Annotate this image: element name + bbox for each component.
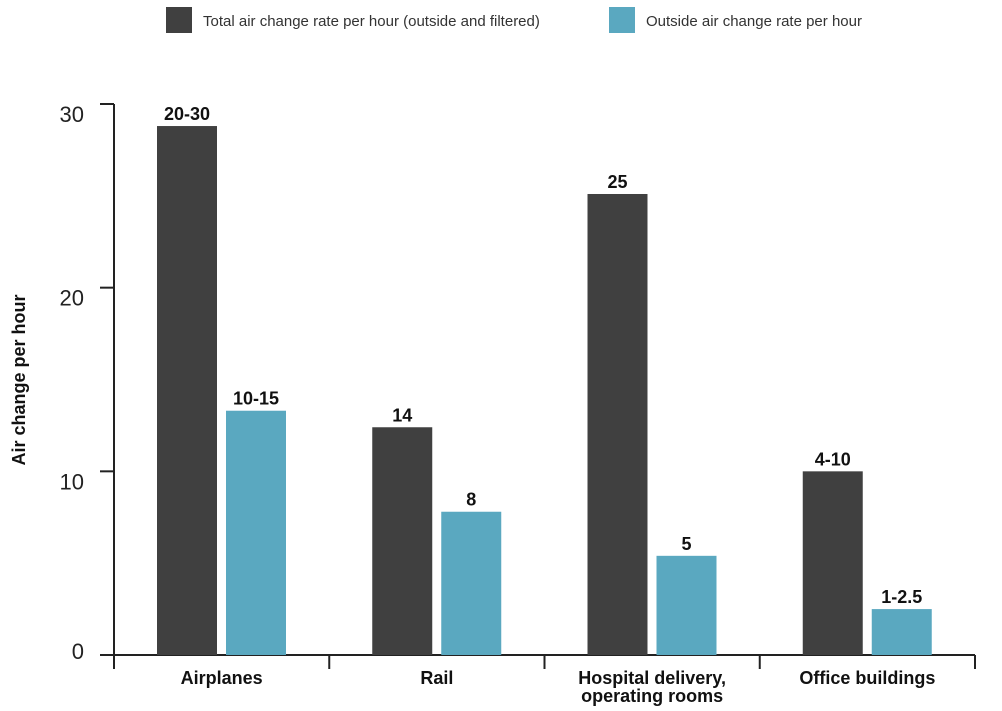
bar-3-1 [871, 609, 932, 655]
data-label-3-1: 1-2.5 [881, 587, 922, 607]
category-label-2-line-0: Hospital delivery, [578, 668, 726, 688]
bar-2-1 [656, 555, 717, 655]
legend-label-1: Outside air change rate per hour [646, 13, 862, 30]
data-label-1-1: 8 [466, 490, 476, 510]
bars [157, 126, 932, 656]
legend-swatch-0 [166, 7, 192, 33]
y-tick-label-30: 30 [60, 102, 84, 127]
legend-swatch-1 [609, 7, 635, 33]
data-labels: 20-30 10-15 14 8 25 5 4-10 1-2.5 [164, 104, 922, 607]
category-label-1: Rail [420, 668, 453, 688]
legend: Total air change rate per hour (outside … [166, 7, 862, 33]
data-label-1-0: 14 [392, 405, 412, 425]
data-label-2-1: 5 [681, 534, 691, 554]
y-axis: 0 10 20 30 [60, 102, 115, 664]
bar-1-0 [372, 427, 433, 655]
y-tick-label-0: 0 [72, 639, 84, 664]
bar-0-1 [226, 410, 286, 655]
bar-0-0 [157, 126, 217, 656]
data-label-0-0: 20-30 [164, 104, 210, 124]
category-label-0: Airplanes [181, 668, 263, 688]
y-axis-title: Air change per hour [9, 294, 29, 465]
y-tick-label-10: 10 [60, 469, 84, 494]
data-label-3-0: 4-10 [815, 449, 851, 469]
category-label-2-line-1: operating rooms [581, 686, 723, 706]
y-tick-label-20: 20 [60, 286, 84, 311]
data-label-2-0: 25 [607, 172, 627, 192]
category-label-3: Office buildings [799, 668, 935, 688]
bar-1-1 [441, 511, 502, 655]
bar-3-0 [802, 471, 863, 655]
legend-label-0: Total air change rate per hour (outside … [203, 13, 540, 30]
x-axis: Airplanes Rail Hospital delivery,operating… [113, 654, 976, 706]
bar-2-0 [587, 193, 648, 655]
data-label-0-1: 10-15 [233, 389, 279, 409]
